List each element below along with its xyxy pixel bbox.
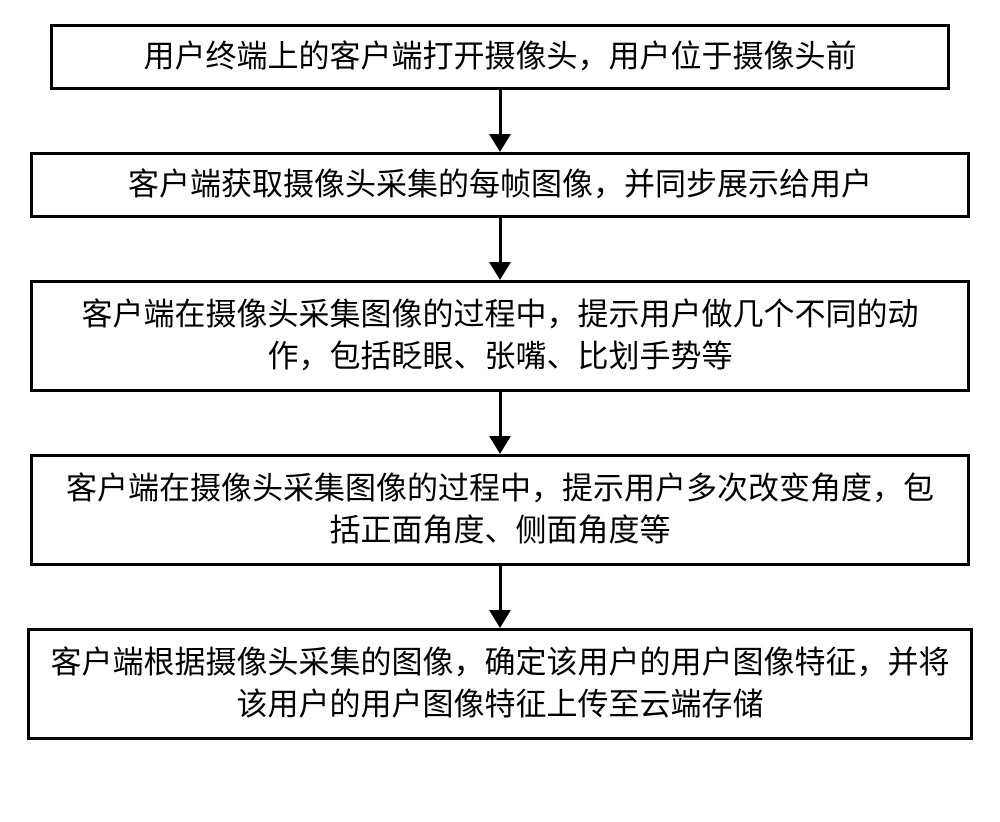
flow-step-2: 客户端获取摄像头采集的每帧图像，并同步展示给用户 (30, 152, 970, 218)
arrow-line (499, 392, 502, 436)
flow-arrow-4 (489, 566, 511, 628)
arrow-line (499, 566, 502, 610)
flow-step-5: 客户端根据摄像头采集的图像，确定该用户的用户图像特征，并将该用户的用户图像特征上… (27, 628, 973, 740)
flow-step-4: 客户端在摄像头采集图像的过程中，提示用户多次改变角度，包括正面角度、侧面角度等 (30, 454, 970, 566)
flow-arrow-3 (489, 392, 511, 454)
flow-step-1: 用户终端上的客户端打开摄像头，用户位于摄像头前 (50, 24, 950, 90)
flow-step-text: 客户端获取摄像头采集的每帧图像，并同步展示给用户 (128, 164, 872, 206)
flow-step-text: 用户终端上的客户端打开摄像头，用户位于摄像头前 (144, 36, 857, 78)
flow-step-text: 客户端在摄像头采集图像的过程中，提示用户做几个不同的动作，包括眨眼、张嘴、比划手… (53, 294, 947, 378)
flow-step-3: 客户端在摄像头采集图像的过程中，提示用户做几个不同的动作，包括眨眼、张嘴、比划手… (30, 280, 970, 392)
arrow-line (499, 218, 502, 262)
arrow-line (499, 90, 502, 134)
flow-arrow-1 (489, 90, 511, 152)
arrow-head-icon (489, 262, 511, 280)
flow-arrow-2 (489, 218, 511, 280)
arrow-head-icon (489, 610, 511, 628)
flow-step-text: 客户端根据摄像头采集的图像，确定该用户的用户图像特征，并将该用户的用户图像特征上… (50, 642, 950, 726)
arrow-head-icon (489, 436, 511, 454)
arrow-head-icon (489, 134, 511, 152)
flowchart-container: 用户终端上的客户端打开摄像头，用户位于摄像头前客户端获取摄像头采集的每帧图像，并… (27, 24, 973, 740)
flow-step-text: 客户端在摄像头采集图像的过程中，提示用户多次改变角度，包括正面角度、侧面角度等 (53, 468, 947, 552)
